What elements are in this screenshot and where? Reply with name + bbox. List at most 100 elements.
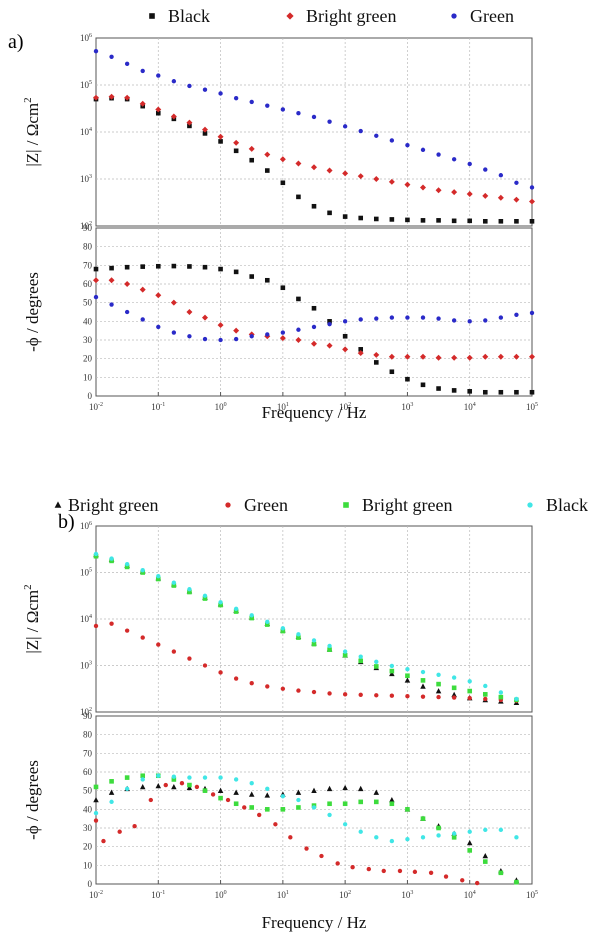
- data-point: [249, 274, 255, 279]
- data-point: [93, 623, 99, 629]
- panel-b: b)Bright green Green Bright green Black1021…: [22, 495, 588, 932]
- data-point: [225, 797, 231, 803]
- legend-entry: Bright green: [362, 495, 452, 515]
- data-point: [327, 643, 332, 649]
- data-point: [498, 690, 504, 695]
- data-point: [139, 783, 146, 790]
- y-tick-label: 50: [83, 298, 93, 308]
- phase-y-label: -ϕ / degrees: [23, 272, 42, 352]
- data-point: [483, 683, 488, 689]
- data-point: [155, 783, 162, 789]
- data-point: [412, 869, 418, 875]
- data-point: [420, 835, 426, 840]
- y-tick-label: 80: [83, 730, 93, 740]
- data-point: [529, 219, 535, 224]
- x-tick-label: 10-1: [151, 890, 165, 900]
- data-point: [202, 336, 208, 342]
- data-point: [280, 285, 286, 291]
- y-tick-label: 30: [83, 335, 93, 345]
- data-point: [273, 822, 278, 827]
- data-point: [342, 692, 348, 697]
- y-tick-label: 40: [83, 316, 93, 326]
- data-point: [513, 196, 520, 203]
- x-tick-label: 10-2: [89, 402, 103, 412]
- data-point: [156, 642, 161, 647]
- data-point: [467, 218, 473, 224]
- data-point: [405, 217, 410, 223]
- data-point: [498, 173, 504, 178]
- y-tick-label: 0: [88, 879, 93, 889]
- data-point: [366, 866, 371, 872]
- data-point: [358, 658, 364, 664]
- data-point: [218, 602, 223, 608]
- data-point: [498, 870, 504, 876]
- data-point: [327, 812, 332, 818]
- series-green: [93, 621, 519, 704]
- data-point: [498, 694, 504, 700]
- data-point: [358, 829, 363, 834]
- data-point: [358, 799, 364, 805]
- data-point: [139, 286, 146, 293]
- data-point: [155, 576, 161, 582]
- data-point: [436, 681, 441, 687]
- data-point: [482, 219, 488, 224]
- series-black: [93, 773, 519, 844]
- data-point: [389, 797, 395, 803]
- y-tick-label: 10: [83, 372, 93, 382]
- data-point: [420, 694, 426, 699]
- y-tick-label: 103: [80, 661, 92, 671]
- y-tick-label: 105: [80, 80, 92, 90]
- data-point: [397, 868, 403, 874]
- data-point: [373, 351, 380, 358]
- data-point: [265, 786, 270, 791]
- data-point: [295, 160, 302, 167]
- data-point: [109, 54, 114, 59]
- data-point: [218, 266, 223, 272]
- data-point: [140, 570, 146, 575]
- data-point: [124, 775, 130, 780]
- data-point: [280, 330, 286, 335]
- data-point: [304, 846, 309, 851]
- data-point: [435, 688, 442, 694]
- data-point: [295, 337, 302, 343]
- data-point: [483, 827, 488, 833]
- data-point: [327, 319, 332, 324]
- data-point: [373, 216, 379, 222]
- data-point: [311, 689, 317, 695]
- data-point: [467, 848, 473, 853]
- data-point: [140, 264, 146, 269]
- legend-marker: [54, 501, 62, 508]
- data-point: [311, 114, 317, 120]
- data-point: [451, 675, 457, 680]
- data-point: [467, 389, 473, 394]
- data-point: [109, 621, 114, 626]
- data-point: [171, 263, 177, 269]
- data-point: [93, 277, 99, 284]
- data-point: [436, 316, 441, 321]
- series-bright-green: [93, 93, 535, 205]
- data-point: [389, 217, 395, 222]
- data-point: [233, 801, 239, 807]
- data-point: [202, 775, 208, 780]
- data-point: [436, 833, 441, 838]
- data-point: [342, 649, 348, 654]
- y-tick-label: 102: [80, 707, 92, 717]
- data-point: [357, 173, 364, 180]
- data-point: [217, 787, 224, 793]
- series-green: [93, 48, 535, 190]
- data-point: [389, 670, 395, 677]
- data-point: [265, 684, 270, 689]
- data-point: [187, 782, 192, 788]
- data-point: [218, 91, 223, 96]
- data-point: [233, 95, 239, 101]
- data-point: [171, 330, 177, 335]
- data-point: [373, 360, 379, 365]
- y-tick-label: 106: [80, 521, 92, 531]
- data-point: [428, 870, 434, 875]
- data-point: [350, 865, 355, 870]
- data-point: [186, 309, 193, 315]
- data-point: [483, 167, 488, 172]
- data-point: [124, 281, 131, 287]
- data-point: [482, 692, 488, 697]
- data-point: [420, 678, 426, 683]
